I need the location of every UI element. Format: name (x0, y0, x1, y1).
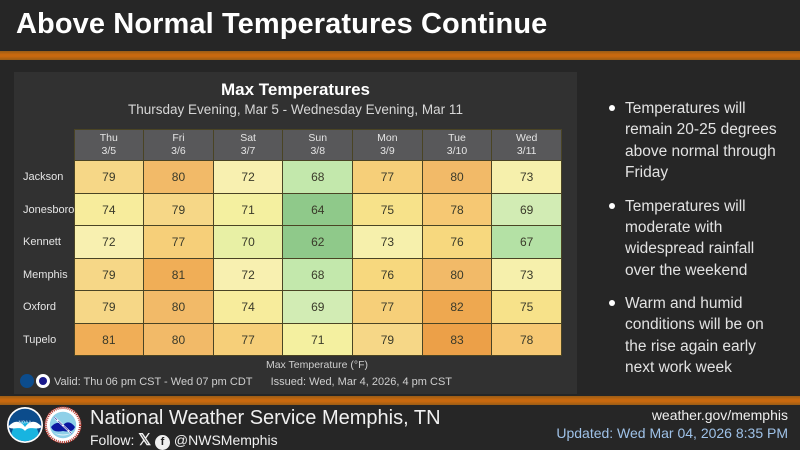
svg-text:NOAA: NOAA (19, 419, 33, 424)
